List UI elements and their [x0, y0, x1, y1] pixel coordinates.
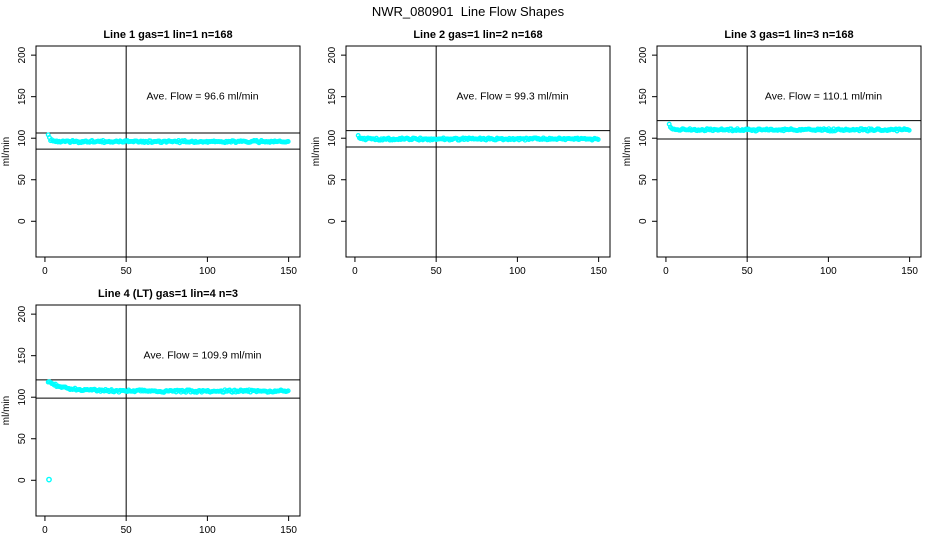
subplot-1: Line 1 gas=1 lin=1 n=168 0 50 100 150 0 50 100 1… — [1, 29, 301, 277]
subplot-3: Line 3 gas=1 lin=3 n=168 0 50 100 150 0 50 100 1… — [622, 29, 922, 277]
plot-frame — [345, 45, 611, 258]
x-axis: 0 50 100 150 — [42, 516, 297, 536]
y-axis-title: ml/min — [1, 137, 12, 166]
y-tick-label: 150 — [638, 88, 649, 105]
x-axis: 0 50 100 150 — [42, 257, 297, 277]
y-tick-label: 50 — [17, 174, 28, 186]
y-tick-label: 100 — [327, 129, 338, 146]
plot-frame — [656, 45, 922, 258]
subplot-title: Line 4 (LT) gas=1 lin=4 n=3 — [98, 288, 238, 300]
y-axis-title: ml/min — [622, 137, 633, 166]
flow-point — [906, 127, 912, 133]
x-tick-label: 150 — [901, 266, 918, 277]
x-tick-label: 0 — [352, 266, 358, 277]
x-tick-label: 50 — [121, 266, 133, 277]
y-axis: 0 50 100 150 200 — [17, 305, 36, 483]
ave-flow-annotation: Ave. Flow = 96.6 ml/min — [146, 91, 258, 103]
y-tick-label: 150 — [17, 88, 28, 105]
y-tick-label: 200 — [327, 46, 338, 63]
plot-frame — [35, 45, 301, 258]
x-tick-label: 150 — [280, 266, 297, 277]
y-tick-label: 200 — [17, 305, 28, 322]
x-tick-label: 0 — [663, 266, 669, 277]
data-points — [45, 379, 291, 483]
x-tick-label: 100 — [199, 525, 216, 536]
ave-flow-annotation: Ave. Flow = 109.9 ml/min — [144, 350, 262, 362]
x-tick-label: 50 — [431, 266, 443, 277]
y-tick-label: 50 — [638, 174, 649, 186]
y-tick-label: 200 — [638, 46, 649, 63]
y-tick-label: 100 — [17, 129, 28, 146]
x-tick-label: 100 — [820, 266, 837, 277]
data-points — [45, 132, 291, 146]
subplot-title: Line 1 gas=1 lin=1 n=168 — [103, 29, 232, 41]
y-tick-label: 0 — [327, 218, 338, 224]
y-axis: 0 50 100 150 200 — [638, 46, 657, 224]
flow-point — [285, 388, 291, 394]
ave-flow-annotation: Ave. Flow = 110.1 ml/min — [765, 91, 882, 103]
x-tick-label: 150 — [280, 525, 297, 536]
data-points — [666, 121, 912, 134]
x-tick-label: 0 — [42, 266, 48, 277]
y-axis-title: ml/min — [1, 396, 12, 425]
y-axis-title: ml/min — [311, 137, 322, 166]
y-tick-label: 150 — [327, 88, 338, 105]
x-axis: 0 50 100 150 — [352, 257, 607, 277]
plot-frame — [35, 304, 301, 517]
main-title: NWR_080901 Line Flow Shapes — [371, 4, 565, 19]
subplot-4: Line 4 (LT) gas=1 lin=4 n=3 0 50 100 150 0 50 1… — [1, 288, 301, 536]
y-tick-label: 200 — [17, 46, 28, 63]
outlier-point — [46, 476, 52, 483]
x-axis: 0 50 100 150 — [663, 257, 918, 277]
ave-flow-annotation: Ave. Flow = 99.3 ml/min — [456, 91, 568, 103]
y-tick-label: 150 — [17, 347, 28, 364]
y-tick-label: 50 — [327, 174, 338, 186]
flow-point — [285, 139, 291, 144]
y-axis: 0 50 100 150 200 — [327, 46, 346, 224]
y-tick-label: 0 — [638, 218, 649, 224]
x-tick-label: 50 — [742, 266, 754, 277]
x-tick-label: 100 — [509, 266, 526, 277]
flow-point — [595, 137, 601, 142]
subplot-title: Line 2 gas=1 lin=2 n=168 — [413, 29, 542, 41]
y-tick-label: 50 — [17, 433, 28, 445]
subplot-2: Line 2 gas=1 lin=2 n=168 0 50 100 150 0 50 100 1… — [311, 29, 611, 277]
x-tick-label: 100 — [199, 266, 216, 277]
x-tick-label: 150 — [590, 266, 607, 277]
y-tick-label: 100 — [17, 388, 28, 405]
y-tick-label: 100 — [638, 129, 649, 146]
y-tick-label: 0 — [17, 477, 28, 483]
subplot-title: Line 3 gas=1 lin=3 n=168 — [724, 29, 853, 41]
x-tick-label: 0 — [42, 525, 48, 536]
y-tick-label: 0 — [17, 218, 28, 224]
x-tick-label: 50 — [121, 525, 133, 536]
data-points — [355, 133, 601, 143]
y-axis: 0 50 100 150 200 — [17, 46, 36, 224]
